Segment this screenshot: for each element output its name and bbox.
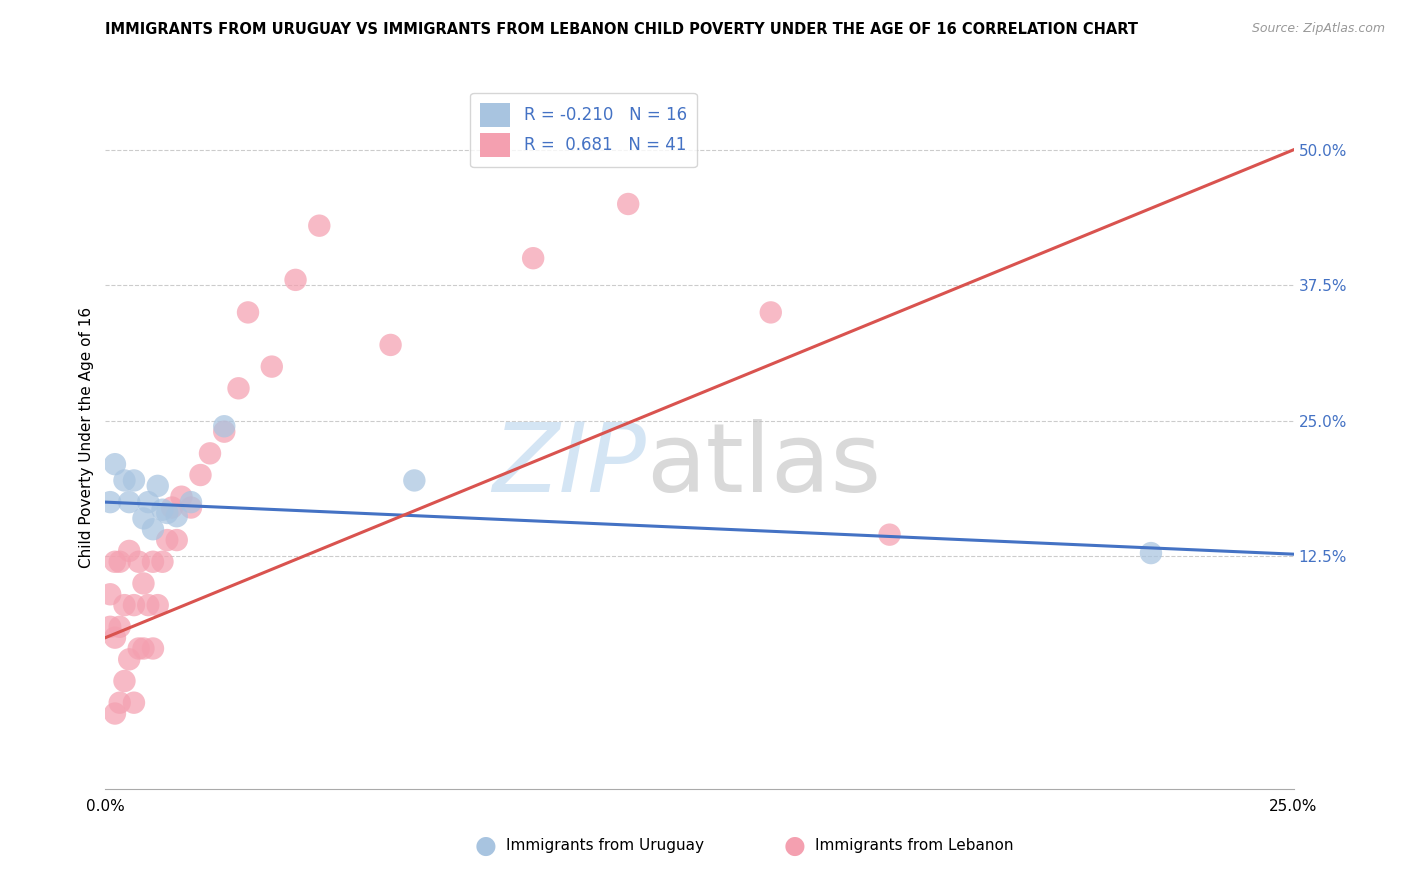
Text: Immigrants from Lebanon: Immigrants from Lebanon bbox=[815, 838, 1014, 853]
Point bbox=[142, 641, 165, 656]
Text: ZIP: ZIP bbox=[492, 418, 645, 512]
Point bbox=[166, 509, 188, 524]
Point bbox=[136, 495, 159, 509]
Point bbox=[260, 359, 283, 374]
Point bbox=[617, 197, 640, 211]
Point bbox=[98, 620, 121, 634]
Point bbox=[104, 706, 127, 721]
Point bbox=[98, 587, 121, 601]
Point bbox=[118, 495, 141, 509]
Point bbox=[284, 273, 307, 287]
Point bbox=[142, 555, 165, 569]
Point bbox=[104, 457, 127, 471]
Point bbox=[759, 305, 782, 319]
Point bbox=[180, 495, 202, 509]
Point bbox=[152, 555, 174, 569]
Point bbox=[104, 555, 127, 569]
Point bbox=[122, 474, 145, 488]
Point bbox=[122, 598, 145, 612]
Point bbox=[114, 598, 136, 612]
Point bbox=[190, 468, 212, 483]
Point bbox=[166, 533, 188, 547]
Point bbox=[152, 502, 174, 516]
Point bbox=[308, 219, 330, 233]
Point bbox=[404, 474, 426, 488]
Point bbox=[114, 673, 136, 688]
Point bbox=[170, 490, 193, 504]
Point bbox=[142, 522, 165, 536]
Point bbox=[146, 479, 169, 493]
Point bbox=[156, 533, 179, 547]
Point bbox=[118, 652, 141, 666]
Point bbox=[132, 511, 155, 525]
Text: atlas: atlas bbox=[645, 418, 882, 512]
Point bbox=[128, 641, 150, 656]
Point bbox=[132, 641, 155, 656]
Point bbox=[98, 495, 121, 509]
Point bbox=[1140, 546, 1163, 560]
Y-axis label: Child Poverty Under the Age of 16: Child Poverty Under the Age of 16 bbox=[79, 307, 94, 567]
Point bbox=[132, 576, 155, 591]
Point bbox=[136, 598, 159, 612]
Text: Source: ZipAtlas.com: Source: ZipAtlas.com bbox=[1251, 22, 1385, 36]
Point bbox=[146, 598, 169, 612]
Point bbox=[108, 696, 131, 710]
Point bbox=[180, 500, 202, 515]
Point bbox=[128, 555, 150, 569]
Point bbox=[522, 251, 544, 265]
Point bbox=[198, 446, 221, 460]
Point bbox=[108, 555, 131, 569]
Point bbox=[380, 338, 402, 352]
Text: ●: ● bbox=[783, 834, 806, 857]
Point bbox=[214, 419, 236, 434]
Point bbox=[114, 474, 136, 488]
Text: ●: ● bbox=[474, 834, 496, 857]
Point bbox=[156, 506, 179, 520]
Point bbox=[160, 500, 183, 515]
Text: Immigrants from Uruguay: Immigrants from Uruguay bbox=[506, 838, 704, 853]
Point bbox=[122, 696, 145, 710]
Point bbox=[118, 544, 141, 558]
Point bbox=[104, 631, 127, 645]
Point bbox=[108, 620, 131, 634]
Point bbox=[214, 425, 236, 439]
Point bbox=[879, 527, 901, 541]
Point bbox=[228, 381, 250, 395]
Text: IMMIGRANTS FROM URUGUAY VS IMMIGRANTS FROM LEBANON CHILD POVERTY UNDER THE AGE O: IMMIGRANTS FROM URUGUAY VS IMMIGRANTS FR… bbox=[105, 22, 1139, 37]
Point bbox=[236, 305, 259, 319]
Legend: R = -0.210   N = 16, R =  0.681   N = 41: R = -0.210 N = 16, R = 0.681 N = 41 bbox=[470, 93, 696, 167]
